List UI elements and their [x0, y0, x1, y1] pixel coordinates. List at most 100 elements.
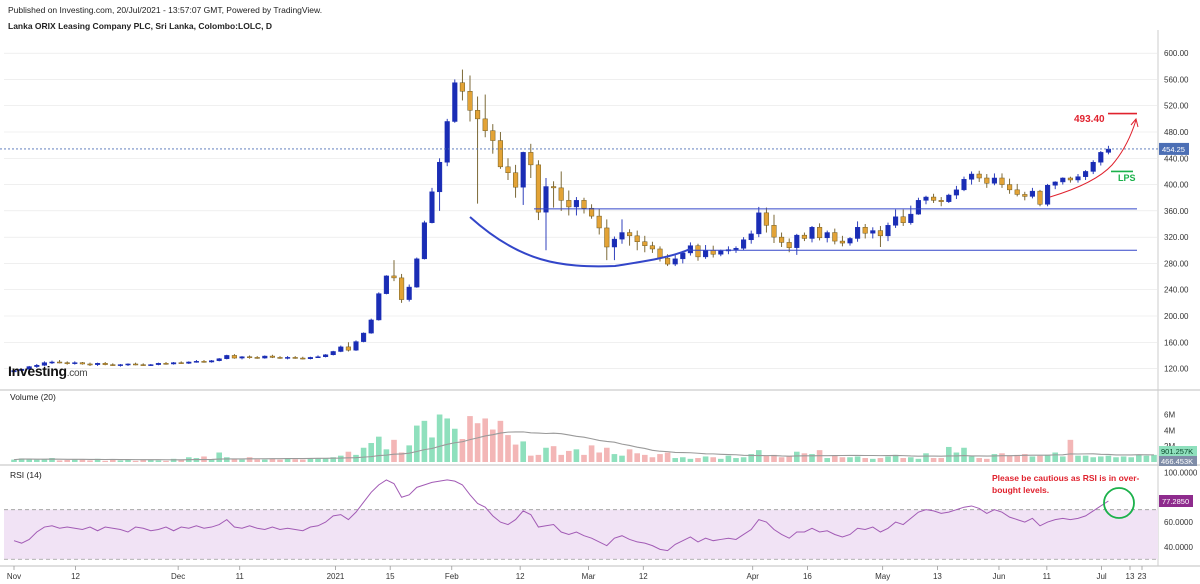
candle-up — [421, 222, 427, 260]
price-tick-label: 360.00 — [1164, 207, 1189, 216]
candle-up — [72, 362, 78, 364]
candle-up — [1098, 152, 1104, 163]
volume-bar — [429, 437, 435, 462]
volume-bar — [474, 423, 481, 462]
volume-bar — [535, 454, 542, 462]
volume-bar — [984, 458, 990, 462]
volume-bar — [634, 453, 640, 462]
volume-bar — [870, 458, 876, 462]
candle-down — [596, 215, 602, 229]
volume-bar — [262, 459, 268, 462]
candle-down — [801, 234, 807, 239]
candle-up — [520, 152, 526, 188]
candle-down — [763, 212, 769, 226]
candle-down — [231, 355, 237, 359]
candle-up — [315, 356, 321, 358]
volume-bar — [94, 458, 101, 462]
candle-up — [794, 234, 800, 248]
volume-bar — [672, 458, 678, 462]
candle-down — [1022, 194, 1028, 197]
volume-bar — [748, 454, 754, 462]
volume-bar — [763, 455, 770, 462]
candle-down — [497, 140, 503, 168]
volume-bar — [315, 458, 321, 462]
volume-bar — [1014, 454, 1020, 462]
candle-down — [566, 200, 572, 208]
volume-bar — [626, 449, 633, 462]
candle-up — [155, 363, 161, 365]
volume-bar — [1136, 454, 1142, 462]
candle-up — [953, 189, 959, 196]
candle-up — [125, 363, 131, 366]
rsi-last-tag — [1159, 495, 1193, 507]
candle-down — [786, 242, 792, 248]
volume-bar — [307, 458, 314, 462]
volume-bar — [49, 458, 55, 462]
candle-up — [847, 238, 853, 244]
candle-down — [604, 227, 610, 248]
price-tick-label: 600.00 — [1164, 49, 1189, 58]
volume-bar — [330, 457, 336, 462]
candle-down — [269, 355, 275, 358]
candle-down — [642, 241, 648, 246]
candle-up — [285, 357, 291, 359]
volume-bar — [110, 459, 116, 462]
candle-up — [915, 200, 921, 215]
candle-down — [634, 235, 640, 242]
volume-bar — [953, 452, 960, 462]
x-tick-label: 13 — [1126, 572, 1135, 581]
candle-down — [247, 356, 253, 358]
volume-bar — [269, 458, 276, 462]
candle-down — [513, 172, 519, 188]
candle-down — [300, 357, 306, 360]
candle-down — [535, 164, 541, 213]
candle-up — [429, 191, 435, 223]
volume-bar — [72, 459, 78, 462]
volume-bar — [79, 459, 86, 462]
volume-bar — [140, 460, 146, 462]
axes: 120.00 160.00 200.00 240.00 280.00 320.00 360.… — [7, 49, 1198, 581]
volume-bar — [132, 460, 139, 462]
volume-bar — [1098, 456, 1104, 462]
candle-down — [779, 236, 785, 243]
candle-up — [11, 370, 17, 373]
volume-bar — [239, 459, 245, 462]
volume-bar — [1090, 457, 1096, 462]
volume-bar — [216, 452, 222, 462]
candle-up — [437, 161, 443, 193]
candle-up — [171, 362, 177, 365]
volume-bar — [1044, 454, 1051, 462]
candle-down — [695, 245, 701, 258]
x-tick-label: 12 — [639, 572, 648, 581]
volume-bar — [976, 458, 982, 462]
price-tick-label: 560.00 — [1164, 75, 1189, 84]
price-tick-label: 320.00 — [1164, 233, 1189, 242]
price-tick-label: 520.00 — [1164, 102, 1189, 111]
candle-up — [855, 227, 861, 239]
candle-down — [254, 357, 260, 359]
volume-bar — [178, 459, 184, 462]
volume-bar — [345, 451, 352, 462]
candle-down — [551, 186, 557, 189]
volume-bar — [718, 458, 724, 462]
volume-bar — [353, 454, 359, 462]
volume-bar — [125, 459, 131, 462]
candle-down — [877, 230, 883, 237]
x-tick-label: May — [875, 572, 890, 581]
candle-down — [1007, 184, 1013, 191]
volume-bar — [1029, 456, 1036, 462]
volume-bar — [1067, 439, 1074, 462]
labels: 493.40 LPS 454.25 Volume (20) 901.257K466.45… — [10, 114, 1197, 507]
volume-bar — [839, 457, 846, 462]
candle-up — [368, 319, 374, 334]
volume-bar — [452, 428, 458, 462]
volume-bar — [277, 459, 283, 462]
volume-bar — [360, 447, 367, 462]
last-price-label: 454.25 — [1162, 145, 1185, 154]
volume-ma-tag — [1159, 456, 1197, 466]
volume-bar — [824, 458, 830, 462]
x-tick-label: 11 — [1043, 572, 1052, 581]
volume-bar — [961, 447, 967, 462]
x-tick-label: 16 — [803, 572, 812, 581]
